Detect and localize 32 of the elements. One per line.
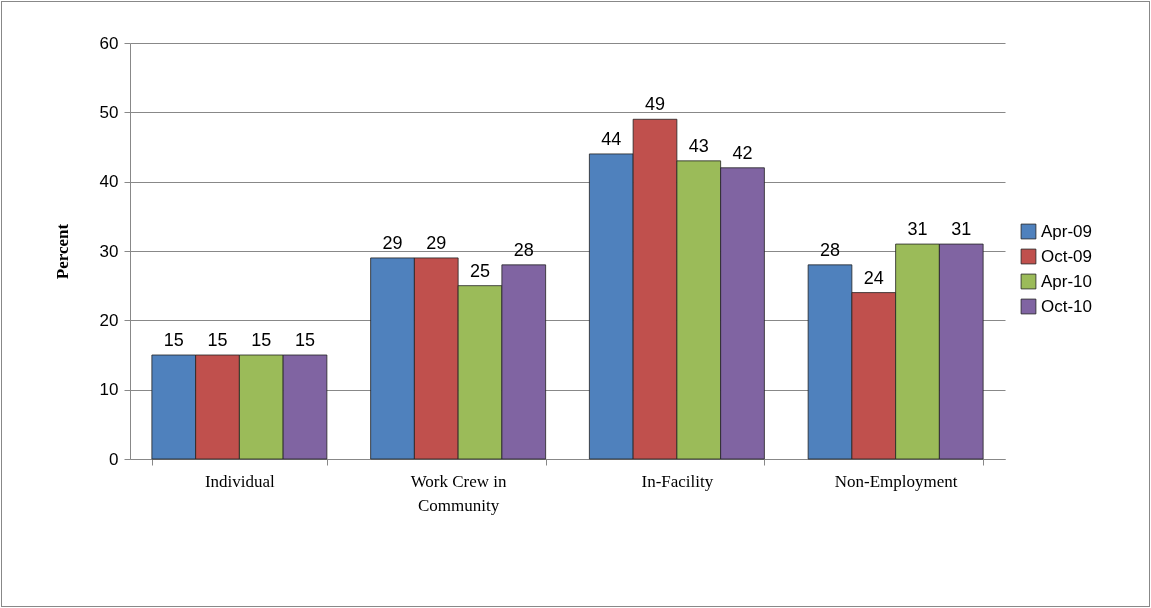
data-label: 15 — [294, 330, 316, 350]
data-label: 25 — [469, 260, 491, 281]
data-label: 29 — [426, 232, 447, 253]
legend-label: Apr-10 — [1041, 271, 1093, 291]
data-label: 24 — [863, 267, 884, 288]
y-tick-label: 60 — [99, 33, 119, 53]
y-tick-label: 40 — [99, 172, 119, 192]
y-tick-label: 20 — [99, 310, 119, 330]
data-label: 15 — [163, 330, 184, 350]
y-tick-label: 50 — [99, 102, 119, 122]
data-label: 15 — [207, 330, 228, 350]
data-label: 31 — [951, 219, 972, 240]
data-label: 15 — [251, 330, 272, 350]
legend-label: Oct-09 — [1041, 246, 1093, 266]
y-tick-label: 0 — [109, 449, 119, 469]
data-label: 44 — [601, 128, 622, 149]
legend-label: Apr-09 — [1041, 221, 1093, 241]
data-label: 42 — [732, 142, 753, 163]
data-label: 31 — [907, 219, 928, 240]
x-tick-label: In-Facility — [641, 471, 714, 491]
data-label: 29 — [382, 232, 403, 253]
data-label: 28 — [513, 239, 534, 260]
y-tick-label: 30 — [99, 241, 119, 261]
legend-label: Oct-10 — [1041, 296, 1093, 316]
data-label: 43 — [688, 135, 709, 156]
data-label: 49 — [644, 94, 666, 115]
y-axis-title: Percent — [52, 223, 72, 280]
x-tick-label: Work Crew in Community — [410, 471, 508, 515]
y-tick-label: 10 — [99, 380, 119, 400]
data-label: 28 — [819, 239, 841, 260]
x-tick-label: Individual — [204, 471, 276, 491]
x-tick-label: Non-Employment — [834, 471, 958, 491]
